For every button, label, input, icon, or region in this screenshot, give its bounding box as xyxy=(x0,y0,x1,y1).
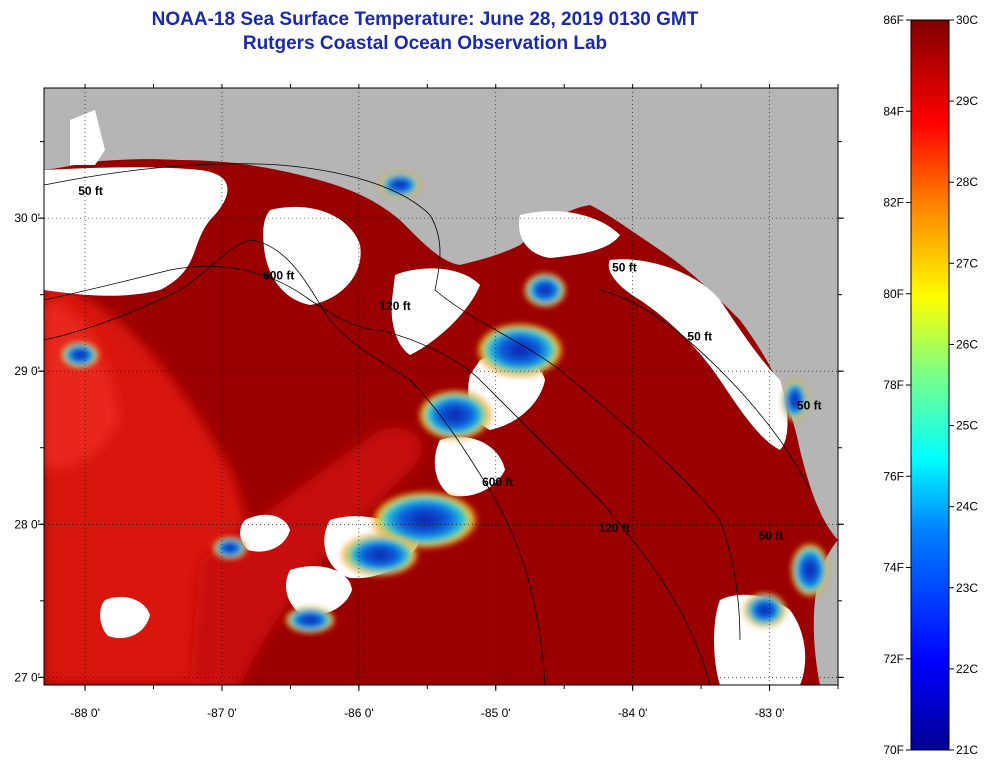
graticule xyxy=(44,88,838,685)
bathymetry-label: 50 ft xyxy=(759,529,784,543)
lon-tick-label: -88 0' xyxy=(70,706,100,720)
cloud-cape xyxy=(391,268,480,355)
cold-patch-5 xyxy=(523,272,567,308)
lon-tick-label: -86 0' xyxy=(344,706,374,720)
cold-patch-2 xyxy=(417,389,493,441)
lat-tick-label: 29 0' xyxy=(14,364,40,378)
lon-tick-label: -83 0' xyxy=(755,706,785,720)
land-mass xyxy=(44,88,838,540)
bathymetry-labels: 50 ft 600 ft 120 ft 50 ft 50 ft 50 ft 600 ft 12… xyxy=(78,184,821,542)
celsius-label: 27C xyxy=(956,256,978,270)
cloud-panhandle xyxy=(263,206,361,305)
cold-patch-10 xyxy=(60,341,100,369)
fahrenheit-label: 78F xyxy=(883,378,904,392)
bathymetry-label: 120 ft xyxy=(598,521,629,535)
bathymetry-label: 120 ft xyxy=(379,299,410,313)
cold-patch-11 xyxy=(781,378,809,422)
contour-50ft-east xyxy=(599,289,811,491)
celsius-label: 24C xyxy=(956,500,978,514)
contour-50ft xyxy=(44,163,741,641)
lon-tick-label: -87 0' xyxy=(207,706,237,720)
lat-tick-label: 30 0' xyxy=(14,211,40,225)
fahrenheit-label: 70F xyxy=(883,743,904,757)
colorbar-gradient xyxy=(910,19,950,751)
bathymetry-label: 50 ft xyxy=(78,184,103,198)
contour-600ft xyxy=(44,239,546,685)
celsius-label: 21C xyxy=(956,743,978,757)
colorbar-labels: 30C 29C 28C 27C 26C 25C 24C 23C 22C 21C 86F 84F 82F 8… xyxy=(883,13,978,757)
bathymetry-label: 600 ft xyxy=(482,475,513,489)
cloud-south xyxy=(286,566,352,615)
fahrenheit-label: 86F xyxy=(883,13,904,27)
celsius-label: 22C xyxy=(956,662,978,676)
bathymetry-label: 50 ft xyxy=(612,261,637,275)
mobile-bay xyxy=(70,110,105,165)
cloud-sw xyxy=(100,596,150,639)
axis-ticks: -88 0' -87 0' -86 0' -85 0' -84 0' -83 0' 30 0… xyxy=(14,84,844,720)
contour-120ft xyxy=(44,265,711,685)
cold-patch-9 xyxy=(212,536,248,560)
fahrenheit-label: 82F xyxy=(883,196,904,210)
cold-patch-3 xyxy=(370,490,480,550)
lon-tick-label: -85 0' xyxy=(481,706,511,720)
fahrenheit-label: 72F xyxy=(883,652,904,666)
cloud-bigbend-coast xyxy=(608,259,788,450)
cold-patch-7 xyxy=(790,542,830,598)
map-title: NOAA-18 Sea Surface Temperature: June 28… xyxy=(151,9,699,30)
cold-patch-1 xyxy=(475,322,565,378)
map-frame xyxy=(43,87,839,686)
map-subtitle: Rutgers Coastal Ocean Observation Lab xyxy=(242,33,608,54)
fahrenheit-label: 74F xyxy=(883,561,904,575)
cold-patch-12 xyxy=(284,606,336,634)
cold-patch-4 xyxy=(340,533,420,577)
bathymetry-label: 50 ft xyxy=(687,330,712,344)
cold-patch-8 xyxy=(743,592,787,628)
fahrenheit-label: 84F xyxy=(883,104,904,118)
cloud-west-shelf xyxy=(44,167,228,296)
fahrenheit-label: 80F xyxy=(883,287,904,301)
celsius-label: 29C xyxy=(956,94,978,108)
cloud-bigbend-1 xyxy=(519,211,620,258)
lat-tick-label: 27 0' xyxy=(14,670,40,684)
warm-band-central xyxy=(190,428,422,685)
celsius-label: 26C xyxy=(956,337,978,351)
cold-patch-6 xyxy=(378,171,422,199)
celsius-label: 28C xyxy=(956,175,978,189)
celsius-label: 25C xyxy=(956,419,978,433)
bathymetry-label: 600 ft xyxy=(263,268,294,282)
lon-tick-label: -84 0' xyxy=(618,706,648,720)
celsius-label: 23C xyxy=(956,581,978,595)
fahrenheit-label: 76F xyxy=(883,469,904,483)
bathymetry-label: 50 ft xyxy=(797,398,822,412)
warm-water-west-core xyxy=(44,300,120,470)
lat-tick-label: 28 0' xyxy=(14,517,40,531)
cloud-central-2 xyxy=(434,436,505,497)
celsius-label: 30C xyxy=(956,13,978,27)
